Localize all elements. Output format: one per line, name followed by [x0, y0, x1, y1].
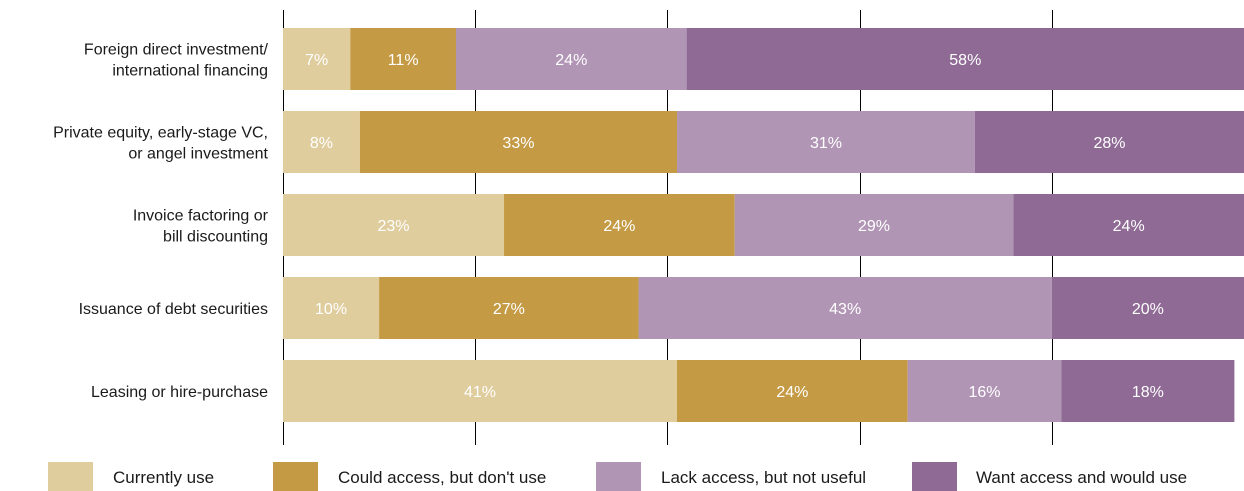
category-label: Invoice factoring or bill discounting [133, 208, 269, 246]
category-label-line: international financing [112, 63, 268, 80]
data-label: 7% [305, 52, 328, 69]
bar-segment [350, 28, 456, 90]
data-label: 11% [388, 52, 419, 69]
bar-segment [1013, 194, 1244, 256]
bar-row: 41% 24% 16% 18% [283, 360, 1235, 422]
category-label: Private equity, early-stage VC, or angel … [53, 125, 268, 163]
data-label: 43% [829, 301, 861, 318]
bar-segment [283, 111, 360, 173]
category-labels: Foreign direct investment/international … [53, 42, 269, 402]
data-label: 41% [464, 384, 496, 401]
bar-segment [677, 111, 975, 173]
data-label: 24% [555, 52, 587, 69]
bar-segment [677, 360, 908, 422]
legend: Currently use Could access, but don't use… [48, 462, 1187, 491]
legend-label: Want access and would use [976, 468, 1187, 487]
bar-row: 10% 27% 43% 20% [283, 277, 1244, 339]
bar-segment [455, 28, 687, 90]
data-label: 58% [949, 52, 981, 69]
data-label: 18% [1132, 384, 1164, 401]
legend-label: Currently use [113, 468, 214, 487]
legend-item: Could access, but don't use [273, 462, 546, 491]
bar-segment [283, 28, 351, 90]
bar-segment [283, 194, 505, 256]
data-label: 31% [810, 135, 842, 152]
category-label-line: Private equity, early-stage VC, [53, 125, 268, 142]
category-label: Leasing or hire-purchase [91, 384, 268, 401]
bar-segment [974, 111, 1244, 173]
category-label-line: or angel investment [128, 146, 268, 163]
bar-segment [379, 277, 639, 339]
data-label: 24% [603, 218, 635, 235]
bar-segment [359, 111, 678, 173]
bar-segment [1061, 360, 1235, 422]
legend-label: Lack access, but not useful [661, 468, 866, 487]
bar-segment [1051, 277, 1244, 339]
category-label: Foreign direct investment/international … [84, 42, 269, 80]
bar-segment [504, 194, 735, 256]
legend-swatch [912, 462, 957, 491]
legend-swatch [273, 462, 318, 491]
bar-segment [686, 28, 1244, 90]
legend-item: Lack access, but not useful [596, 462, 866, 491]
data-label: 10% [315, 301, 347, 318]
bar-segment [283, 277, 380, 339]
bar-row: 7% 11% 24% 58% [283, 28, 1244, 90]
category-label: Issuance of debt securities [79, 301, 268, 318]
category-label-line: Leasing or hire-purchase [91, 384, 268, 401]
bar-segment [638, 277, 1052, 339]
data-label: 16% [969, 384, 1001, 401]
data-label: 23% [377, 218, 409, 235]
data-label: 33% [502, 135, 534, 152]
bars: 7% 11% 24% 58% 8% 33% 31% 28% 23% 24% 29% 24% 10% 27%… [283, 28, 1244, 422]
legend-swatch [596, 462, 641, 491]
data-label: 27% [493, 301, 525, 318]
legend-swatch [48, 462, 93, 491]
bar-segment [907, 360, 1062, 422]
bar-row: 8% 33% 31% 28% [283, 111, 1244, 173]
legend-label: Could access, but don't use [338, 468, 546, 487]
bar-row: 23% 24% 29% 24% [283, 194, 1244, 256]
bar-segment [283, 360, 678, 422]
legend-item: Want access and would use [912, 462, 1187, 491]
data-label: 20% [1132, 301, 1164, 318]
data-label: 28% [1093, 135, 1125, 152]
data-label: 24% [1113, 218, 1145, 235]
category-label-line: Invoice factoring or [133, 208, 269, 225]
category-label-line: Foreign direct investment/ [84, 42, 269, 59]
data-label: 29% [858, 218, 890, 235]
data-label: 8% [310, 135, 333, 152]
bar-segment [734, 194, 1014, 256]
data-label: 24% [776, 384, 808, 401]
category-label-line: bill discounting [163, 229, 268, 246]
category-label-line: Issuance of debt securities [79, 301, 268, 318]
legend-item: Currently use [48, 462, 214, 491]
